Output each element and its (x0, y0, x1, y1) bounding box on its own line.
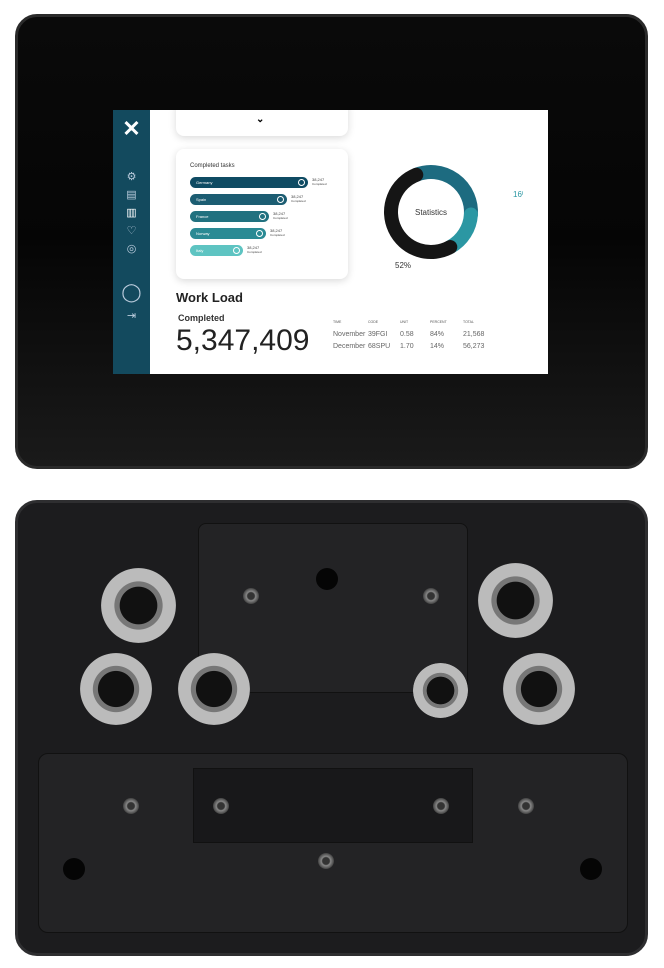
close-icon[interactable]: ✕ (122, 116, 141, 141)
screw (518, 798, 534, 814)
task-value-sub: Completed (247, 250, 262, 254)
table-cell: 21,568 (463, 331, 485, 338)
task-value-number: 38,247 (273, 211, 286, 216)
location-icon[interactable]: ◎ (126, 243, 137, 255)
column-header: TIME (333, 320, 342, 324)
screw (123, 798, 139, 814)
task-value-number: 38,247 (312, 177, 325, 182)
table-cell: 84% (430, 331, 445, 338)
screw (433, 798, 449, 814)
task-label: Norway (196, 231, 210, 236)
sidebar: ✕ ⚙ ▤ ▥ ♡ ◎ ◯ ⇥ (113, 110, 150, 374)
completed-value: 5,347,409 (176, 324, 310, 357)
task-bar: Spain (190, 194, 287, 205)
screw (213, 798, 229, 814)
table-row: November 39FGI 0.58 84% 21,568 (333, 331, 498, 338)
task-value-sub: Completed (273, 216, 288, 220)
screw (318, 853, 334, 869)
column-header: PERCENT (430, 320, 447, 324)
screw (243, 588, 259, 604)
task-value: 38,247 Completed (247, 245, 262, 255)
task-dot (277, 196, 284, 203)
m12-connector (178, 653, 250, 725)
task-value-sub: Completed (270, 233, 285, 237)
mount-hole (580, 858, 602, 880)
user-icon[interactable]: ◯ (121, 282, 142, 302)
table-cell: November (333, 331, 366, 338)
gear-icon[interactable]: ⚙ (126, 171, 137, 183)
table-header: TIME CODE UNIT PERCENT TOTAL (333, 320, 498, 324)
task-value: 38,247 Completed (273, 211, 288, 221)
task-bar: Norway (190, 228, 266, 239)
workload-title: Work Load (176, 290, 243, 305)
task-bar: France (190, 211, 269, 222)
slice-label: 32% (433, 150, 449, 152)
bar-chart-icon[interactable]: ▥ (126, 207, 137, 219)
column-header: UNIT (400, 320, 409, 324)
m12-connector (503, 653, 575, 725)
workload-table: TIME CODE UNIT PERCENT TOTAL November 39FGI 0.5… (333, 320, 498, 355)
logout-icon[interactable]: ⇥ (126, 310, 137, 322)
mount-hole (63, 858, 85, 880)
column-header: TOTAL (463, 320, 474, 324)
usb-port (413, 663, 468, 718)
layout-icon[interactable]: ▤ (126, 189, 137, 201)
task-value: 38,247 Completed (270, 228, 285, 238)
task-bar: Italy (190, 245, 243, 256)
m12-connector (101, 568, 176, 643)
table-cell: 14% (430, 343, 445, 350)
table-cell: 68SPU (368, 343, 391, 350)
task-dot (233, 247, 240, 254)
task-value-number: 38,247 (247, 245, 260, 250)
task-dot (298, 179, 305, 186)
task-value: 38,247 Completed (312, 177, 327, 187)
m12-connector (478, 563, 553, 638)
slice-label: 16% (513, 190, 523, 199)
table-cell: December (333, 343, 366, 350)
task-value: 38,247 Completed (291, 194, 306, 204)
task-dot (256, 230, 263, 237)
tasks-title: Completed tasks (190, 163, 235, 169)
device-back (15, 500, 648, 956)
touch-screen: ✕ ⚙ ▤ ▥ ♡ ◎ ◯ ⇥ ⌄ Completed tasks German… (113, 110, 548, 374)
dropdown-card[interactable]: ⌄ (176, 110, 348, 136)
task-label: Spain (196, 197, 207, 202)
table-cell: 56,273 (463, 343, 485, 350)
table-cell: 39FGI (368, 331, 388, 338)
chevron-down-icon[interactable]: ⌄ (256, 114, 265, 125)
slice-label: 52% (395, 261, 411, 270)
center-plate (193, 768, 473, 843)
screw (423, 588, 439, 604)
task-value-number: 38,247 (270, 228, 283, 233)
task-dot (259, 213, 266, 220)
task-value-sub: Completed (312, 182, 327, 186)
completed-tasks-card: Completed tasks Germany 38,247 Completed Sp… (176, 149, 348, 279)
task-label: Italy (196, 248, 204, 253)
m12-connector (80, 653, 152, 725)
donut-slice (409, 165, 478, 222)
task-bar: Germany (190, 177, 308, 188)
heart-icon[interactable]: ♡ (126, 225, 137, 237)
table-row: December 68SPU 1.70 14% 56,273 (333, 343, 498, 350)
table-cell: 1.70 (400, 343, 414, 350)
top-plate (198, 523, 468, 693)
donut-slice (384, 167, 458, 259)
column-header: CODE (368, 320, 379, 324)
task-value-sub: Completed (291, 199, 306, 203)
mount-hole (316, 568, 338, 590)
statistics-donut: 32% 16% 52% Statistics (384, 150, 523, 270)
table-cell: 0.58 (400, 331, 414, 338)
task-value-number: 38,247 (291, 194, 304, 199)
completed-label: Completed (178, 313, 225, 323)
task-label: France (196, 214, 209, 219)
task-label: Germany (196, 180, 213, 185)
donut-center-label: Statistics (415, 208, 447, 217)
